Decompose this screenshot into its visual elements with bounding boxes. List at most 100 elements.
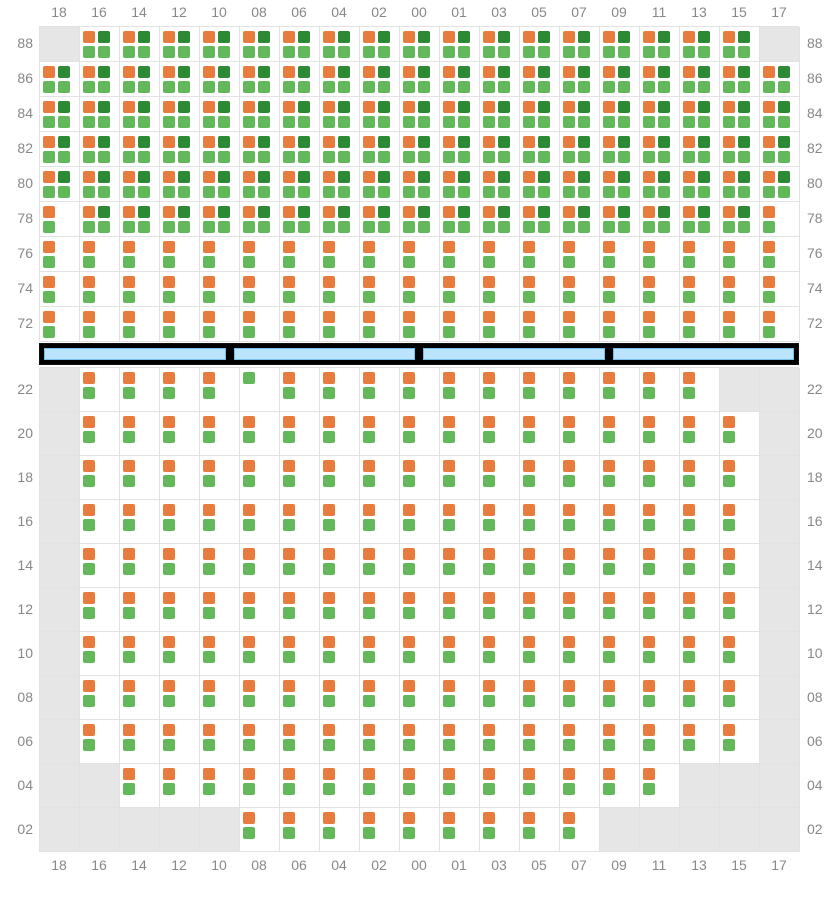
seat-marker[interactable]: [563, 460, 575, 472]
seat-marker[interactable]: [43, 101, 55, 113]
seat-marker[interactable]: [218, 116, 230, 128]
seat-marker[interactable]: [203, 276, 215, 288]
seat-marker[interactable]: [738, 136, 750, 148]
seat-marker[interactable]: [523, 241, 535, 253]
seat-marker[interactable]: [203, 563, 215, 575]
seat-marker[interactable]: [643, 221, 655, 233]
seat-marker[interactable]: [363, 768, 375, 780]
seat-marker[interactable]: [163, 519, 175, 531]
seat-marker[interactable]: [723, 151, 735, 163]
seat-marker[interactable]: [298, 171, 310, 183]
seat-marker[interactable]: [123, 768, 135, 780]
seat-marker[interactable]: [203, 548, 215, 560]
seat-marker[interactable]: [243, 651, 255, 663]
seat-marker[interactable]: [458, 221, 470, 233]
seat-marker[interactable]: [43, 136, 55, 148]
seat-marker[interactable]: [298, 46, 310, 58]
seat-marker[interactable]: [283, 607, 295, 619]
seat-marker[interactable]: [443, 724, 455, 736]
seat-marker[interactable]: [98, 171, 110, 183]
seat-marker[interactable]: [483, 695, 495, 707]
seat-marker[interactable]: [163, 431, 175, 443]
seat-marker[interactable]: [563, 206, 575, 218]
seat-marker[interactable]: [138, 221, 150, 233]
seat-marker[interactable]: [443, 548, 455, 560]
seat-marker[interactable]: [283, 116, 295, 128]
seat-marker[interactable]: [458, 151, 470, 163]
seat-marker[interactable]: [618, 171, 630, 183]
seat-marker[interactable]: [283, 519, 295, 531]
seat-marker[interactable]: [683, 291, 695, 303]
seat-marker[interactable]: [643, 66, 655, 78]
seat-marker[interactable]: [403, 783, 415, 795]
seat-marker[interactable]: [403, 311, 415, 323]
seat-marker[interactable]: [243, 256, 255, 268]
seat-marker[interactable]: [683, 326, 695, 338]
seat-marker[interactable]: [723, 136, 735, 148]
seat-marker[interactable]: [163, 695, 175, 707]
seat-marker[interactable]: [643, 695, 655, 707]
seat-marker[interactable]: [83, 31, 95, 43]
seat-marker[interactable]: [523, 680, 535, 692]
seat-marker[interactable]: [643, 326, 655, 338]
seat-marker[interactable]: [178, 151, 190, 163]
seat-marker[interactable]: [723, 291, 735, 303]
seat-marker[interactable]: [283, 101, 295, 113]
seat-marker[interactable]: [498, 186, 510, 198]
seat-marker[interactable]: [523, 151, 535, 163]
seat-marker[interactable]: [43, 186, 55, 198]
seat-marker[interactable]: [203, 651, 215, 663]
seat-marker[interactable]: [83, 171, 95, 183]
seat-marker[interactable]: [523, 651, 535, 663]
seat-marker[interactable]: [243, 783, 255, 795]
seat-marker[interactable]: [723, 311, 735, 323]
seat-marker[interactable]: [243, 46, 255, 58]
seat-marker[interactable]: [163, 563, 175, 575]
seat-marker[interactable]: [443, 783, 455, 795]
seat-marker[interactable]: [338, 101, 350, 113]
seat-marker[interactable]: [563, 241, 575, 253]
seat-marker[interactable]: [563, 101, 575, 113]
seat-marker[interactable]: [243, 66, 255, 78]
seat-marker[interactable]: [578, 46, 590, 58]
seat-marker[interactable]: [123, 548, 135, 560]
seat-marker[interactable]: [523, 739, 535, 751]
seat-marker[interactable]: [43, 241, 55, 253]
seat-marker[interactable]: [83, 151, 95, 163]
seat-marker[interactable]: [363, 592, 375, 604]
seat-marker[interactable]: [723, 171, 735, 183]
seat-marker[interactable]: [658, 136, 670, 148]
seat-marker[interactable]: [323, 680, 335, 692]
seat-marker[interactable]: [283, 372, 295, 384]
seat-marker[interactable]: [578, 101, 590, 113]
seat-marker[interactable]: [83, 81, 95, 93]
seat-marker[interactable]: [83, 592, 95, 604]
seat-marker[interactable]: [203, 171, 215, 183]
seat-marker[interactable]: [443, 416, 455, 428]
seat-marker[interactable]: [483, 607, 495, 619]
seat-marker[interactable]: [683, 221, 695, 233]
seat-marker[interactable]: [123, 291, 135, 303]
seat-marker[interactable]: [683, 206, 695, 218]
seat-marker[interactable]: [363, 291, 375, 303]
seat-marker[interactable]: [578, 206, 590, 218]
seat-marker[interactable]: [298, 116, 310, 128]
seat-marker[interactable]: [603, 607, 615, 619]
seat-marker[interactable]: [563, 812, 575, 824]
seat-marker[interactable]: [723, 695, 735, 707]
seat-marker[interactable]: [523, 221, 535, 233]
seat-marker[interactable]: [163, 276, 175, 288]
seat-marker[interactable]: [323, 101, 335, 113]
seat-marker[interactable]: [498, 221, 510, 233]
seat-marker[interactable]: [698, 186, 710, 198]
seat-marker[interactable]: [403, 66, 415, 78]
seat-marker[interactable]: [243, 607, 255, 619]
seat-marker[interactable]: [698, 101, 710, 113]
seat-marker[interactable]: [483, 460, 495, 472]
seat-marker[interactable]: [723, 326, 735, 338]
seat-marker[interactable]: [643, 783, 655, 795]
seat-marker[interactable]: [98, 31, 110, 43]
seat-marker[interactable]: [283, 812, 295, 824]
seat-marker[interactable]: [163, 311, 175, 323]
seat-marker[interactable]: [643, 151, 655, 163]
